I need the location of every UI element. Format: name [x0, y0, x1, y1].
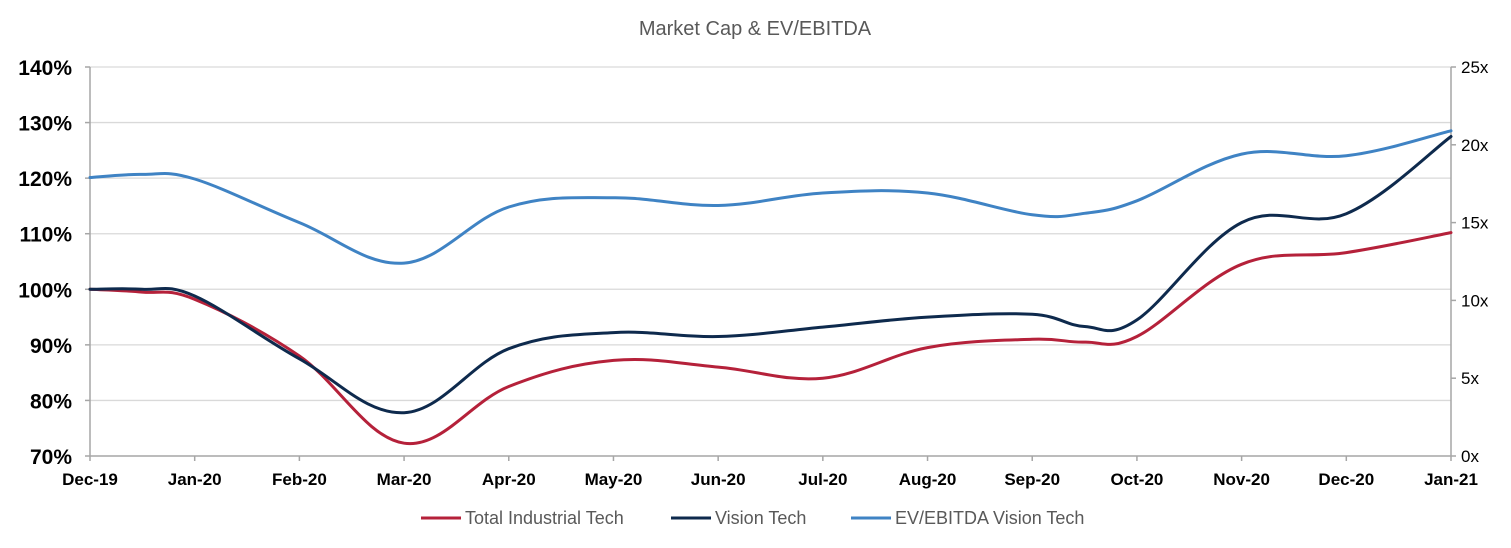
y-right-tick-label: 15x: [1461, 214, 1489, 233]
chart-title: Market Cap & EV/EBITDA: [639, 18, 872, 40]
x-tick-label: Mar-20: [377, 470, 432, 489]
y-left-tick-label: 110%: [19, 224, 72, 247]
gridlines: [85, 66, 1456, 457]
y-left-tick-label: 140%: [18, 57, 72, 80]
y-right-tick-label: 0x: [1461, 447, 1479, 466]
x-tick-label: Sep-20: [1004, 470, 1060, 489]
y-right-tick-label: 20x: [1461, 136, 1489, 155]
y-left-tick-label: 80%: [30, 390, 72, 413]
series-lines: [88, 129, 1453, 446]
x-tick-label: Jan-20: [168, 470, 222, 489]
x-tick-label: Feb-20: [272, 470, 327, 489]
y-left-tick-label: 70%: [30, 446, 72, 469]
legend-label: EV/EBITDA Vision Tech: [895, 508, 1084, 528]
x-tick-label: Dec-19: [62, 470, 118, 489]
y-left-tick-label: 130%: [18, 113, 72, 136]
x-tick-label: Dec-20: [1318, 470, 1374, 489]
legend-label: Vision Tech: [715, 508, 806, 528]
y-left-tick-label: 120%: [18, 168, 72, 191]
y-left-tick-label: 100%: [18, 279, 72, 302]
y-right-tick-label: 25x: [1461, 58, 1489, 77]
legend: Total Industrial Tech Vision Tech EV/EBITD…: [421, 508, 1084, 528]
x-axis-ticks: Dec-19 Jan-20 Feb-20 Mar-20 Apr-20 May-20 Jun-…: [62, 456, 1478, 489]
series-line-2: [88, 129, 1453, 265]
y-left-tick-label: 90%: [30, 335, 72, 358]
series-line-0: [88, 231, 1453, 446]
y-right-tick-label: 5x: [1461, 369, 1479, 388]
x-tick-label: Jul-20: [798, 470, 847, 489]
x-tick-label: May-20: [585, 470, 643, 489]
x-tick-label: Oct-20: [1110, 470, 1163, 489]
x-tick-label: Aug-20: [899, 470, 957, 489]
series-line-1: [88, 135, 1453, 415]
y-right-tick-label: 10x: [1461, 291, 1489, 310]
x-tick-label: Jun-20: [691, 470, 746, 489]
y-axis-right-ticks: 0x 5x 10x 15x 20x 25x: [1461, 58, 1489, 466]
x-tick-label: Apr-20: [482, 470, 536, 489]
x-tick-label: Jan-21: [1424, 470, 1478, 489]
y-axis-left-ticks: 70% 80% 90% 100% 110% 120% 130% 140%: [18, 57, 72, 469]
x-tick-label: Nov-20: [1213, 470, 1270, 489]
legend-label: Total Industrial Tech: [465, 508, 624, 528]
